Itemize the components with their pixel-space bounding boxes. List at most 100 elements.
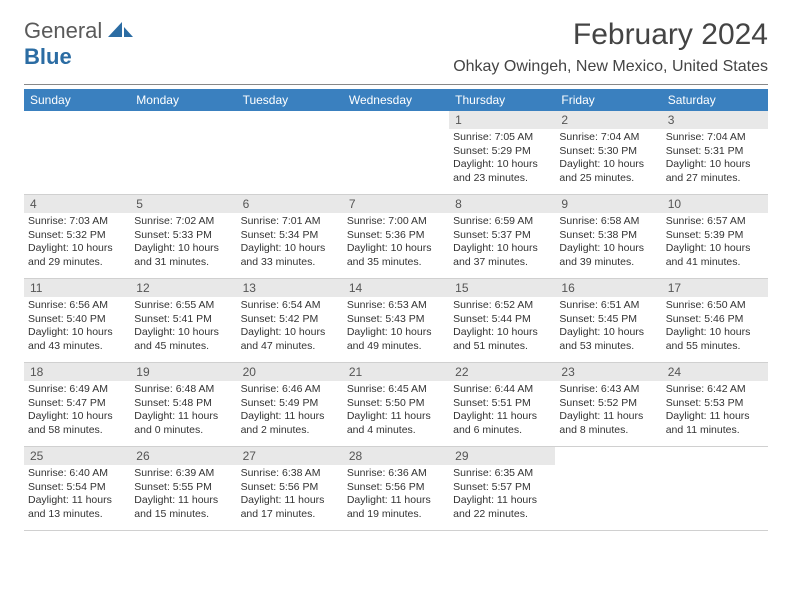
day-info-line: Sunset: 5:57 PM [453,481,551,495]
day-info-line: Sunset: 5:45 PM [559,313,657,327]
day-info-line: Daylight: 10 hours [28,326,126,340]
day-info-line: Daylight: 11 hours [453,410,551,424]
day-info-line: Daylight: 10 hours [559,242,657,256]
day-info: Sunrise: 6:39 AMSunset: 5:55 PMDaylight:… [130,465,236,526]
day-info-line: and 39 minutes. [559,256,657,270]
day-info-line: Daylight: 11 hours [134,410,232,424]
calendar-cell-empty [662,447,768,531]
calendar-cell: 24Sunrise: 6:42 AMSunset: 5:53 PMDayligh… [662,363,768,447]
day-info: Sunrise: 6:42 AMSunset: 5:53 PMDaylight:… [662,381,768,442]
day-number: 26 [130,447,236,465]
day-info-line: Sunset: 5:55 PM [134,481,232,495]
day-info-line: Daylight: 10 hours [28,410,126,424]
calendar-cell: 19Sunrise: 6:48 AMSunset: 5:48 PMDayligh… [130,363,236,447]
day-info-line: Sunset: 5:53 PM [666,397,764,411]
day-number: 27 [237,447,343,465]
day-info: Sunrise: 7:00 AMSunset: 5:36 PMDaylight:… [343,213,449,274]
day-info: Sunrise: 6:55 AMSunset: 5:41 PMDaylight:… [130,297,236,358]
logo-sail-icon [108,20,134,43]
day-info-line: and 2 minutes. [241,424,339,438]
day-number: 14 [343,279,449,297]
calendar-cell: 2Sunrise: 7:04 AMSunset: 5:30 PMDaylight… [555,111,661,195]
day-info: Sunrise: 6:58 AMSunset: 5:38 PMDaylight:… [555,213,661,274]
day-info-line: and 17 minutes. [241,508,339,522]
day-info-line: Sunrise: 7:01 AM [241,215,339,229]
calendar-cell: 9Sunrise: 6:58 AMSunset: 5:38 PMDaylight… [555,195,661,279]
day-info-line: Sunset: 5:56 PM [347,481,445,495]
day-info-line: and 23 minutes. [453,172,551,186]
day-info-line: and 11 minutes. [666,424,764,438]
day-info-line: and 53 minutes. [559,340,657,354]
calendar-cell: 17Sunrise: 6:50 AMSunset: 5:46 PMDayligh… [662,279,768,363]
day-info-line: Sunset: 5:50 PM [347,397,445,411]
day-info: Sunrise: 6:38 AMSunset: 5:56 PMDaylight:… [237,465,343,526]
day-info-line: Sunset: 5:34 PM [241,229,339,243]
day-info-line: Sunrise: 6:44 AM [453,383,551,397]
calendar-cell: 12Sunrise: 6:55 AMSunset: 5:41 PMDayligh… [130,279,236,363]
logo-text-general: General [24,18,102,44]
day-info-line: Daylight: 11 hours [666,410,764,424]
day-info-line: Sunset: 5:40 PM [28,313,126,327]
day-number: 24 [662,363,768,381]
calendar-cell: 6Sunrise: 7:01 AMSunset: 5:34 PMDaylight… [237,195,343,279]
day-info: Sunrise: 7:01 AMSunset: 5:34 PMDaylight:… [237,213,343,274]
calendar-cell-empty [555,447,661,531]
day-number: 20 [237,363,343,381]
day-number: 17 [662,279,768,297]
day-number: 22 [449,363,555,381]
day-number: 9 [555,195,661,213]
day-info-line: Sunset: 5:36 PM [347,229,445,243]
calendar-cell: 1Sunrise: 7:05 AMSunset: 5:29 PMDaylight… [449,111,555,195]
day-info-line: and 22 minutes. [453,508,551,522]
day-info: Sunrise: 6:56 AMSunset: 5:40 PMDaylight:… [24,297,130,358]
day-info-line: Daylight: 11 hours [347,494,445,508]
calendar-cell: 27Sunrise: 6:38 AMSunset: 5:56 PMDayligh… [237,447,343,531]
day-info-line: Sunrise: 6:46 AM [241,383,339,397]
calendar-cell: 7Sunrise: 7:00 AMSunset: 5:36 PMDaylight… [343,195,449,279]
calendar-cell-empty [130,111,236,195]
day-info-line: Sunrise: 6:43 AM [559,383,657,397]
day-info-line: Sunset: 5:51 PM [453,397,551,411]
day-info-line: and 35 minutes. [347,256,445,270]
day-number: 13 [237,279,343,297]
day-info-line: Daylight: 10 hours [347,242,445,256]
day-info-line: Sunset: 5:48 PM [134,397,232,411]
calendar-cell: 25Sunrise: 6:40 AMSunset: 5:54 PMDayligh… [24,447,130,531]
day-number: 11 [24,279,130,297]
day-info: Sunrise: 6:44 AMSunset: 5:51 PMDaylight:… [449,381,555,442]
calendar-cell: 8Sunrise: 6:59 AMSunset: 5:37 PMDaylight… [449,195,555,279]
day-info: Sunrise: 6:48 AMSunset: 5:48 PMDaylight:… [130,381,236,442]
day-info-line: Sunrise: 7:05 AM [453,131,551,145]
day-info-line: Daylight: 11 hours [559,410,657,424]
day-info: Sunrise: 6:52 AMSunset: 5:44 PMDaylight:… [449,297,555,358]
day-info-line: Sunrise: 6:45 AM [347,383,445,397]
day-number: 25 [24,447,130,465]
day-info-line: Sunrise: 6:57 AM [666,215,764,229]
day-info-line: and 8 minutes. [559,424,657,438]
calendar-grid: SundayMondayTuesdayWednesdayThursdayFrid… [24,89,768,531]
day-number: 4 [24,195,130,213]
day-info-line: Daylight: 10 hours [241,326,339,340]
day-number: 29 [449,447,555,465]
day-info: Sunrise: 6:51 AMSunset: 5:45 PMDaylight:… [555,297,661,358]
calendar-cell: 23Sunrise: 6:43 AMSunset: 5:52 PMDayligh… [555,363,661,447]
day-info-line: Sunrise: 6:52 AM [453,299,551,313]
day-info-line: and 33 minutes. [241,256,339,270]
day-info-line: Sunrise: 7:04 AM [666,131,764,145]
dow-header: Monday [130,89,236,111]
calendar-cell: 10Sunrise: 6:57 AMSunset: 5:39 PMDayligh… [662,195,768,279]
day-info-line: Sunrise: 6:38 AM [241,467,339,481]
day-info-line: Sunset: 5:47 PM [28,397,126,411]
day-info: Sunrise: 6:59 AMSunset: 5:37 PMDaylight:… [449,213,555,274]
calendar-cell: 28Sunrise: 6:36 AMSunset: 5:56 PMDayligh… [343,447,449,531]
day-info-line: Daylight: 10 hours [347,326,445,340]
day-info-line: Sunrise: 6:55 AM [134,299,232,313]
day-info-line: Daylight: 10 hours [241,242,339,256]
day-info-line: and 51 minutes. [453,340,551,354]
day-info-line: Sunset: 5:44 PM [453,313,551,327]
day-number: 6 [237,195,343,213]
calendar-cell-empty [237,111,343,195]
day-info-line: Daylight: 11 hours [347,410,445,424]
day-info: Sunrise: 6:50 AMSunset: 5:46 PMDaylight:… [662,297,768,358]
day-number: 7 [343,195,449,213]
